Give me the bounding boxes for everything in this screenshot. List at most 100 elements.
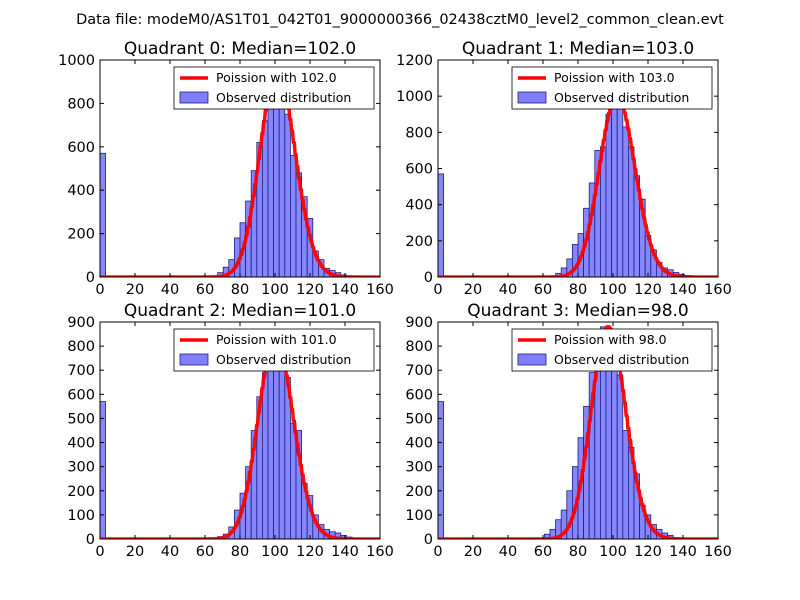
legend: Poission with 101.0 Observed distribution [173, 328, 375, 372]
y-tick-label: 0 [424, 532, 433, 548]
x-tick-label: 80 [231, 544, 249, 560]
y-tick-label: 500 [67, 411, 95, 427]
x-tick-label: 80 [231, 282, 249, 298]
x-tick-label: 20 [464, 282, 482, 298]
legend: Poission with 103.0 Observed distribution [511, 66, 713, 110]
y-tick-label: 200 [67, 227, 95, 243]
x-tick-label: 100 [261, 282, 289, 298]
y-tick-label: 900 [405, 315, 433, 331]
x-tick-label: 160 [366, 544, 394, 560]
x-tick-label: 80 [569, 544, 587, 560]
x-tick-label: 140 [331, 282, 359, 298]
x-tick-label: 20 [126, 544, 144, 560]
legend-entry-fit: Poission with 101.0 [216, 332, 337, 347]
x-tick-label: 140 [669, 544, 697, 560]
y-tick-label: 300 [405, 460, 433, 476]
y-tick-label: 800 [67, 339, 95, 355]
x-tick-label: 120 [634, 282, 662, 298]
histogram-bar [611, 350, 618, 539]
y-tick-label: 0 [424, 270, 433, 286]
plot-area [100, 337, 380, 539]
panel-title: Quadrant 2: Median=101.0 [124, 301, 356, 321]
x-tick-label: 20 [126, 282, 144, 298]
y-tick-label: 500 [405, 411, 433, 427]
histogram-bar [616, 104, 624, 277]
histogram-bar [289, 155, 297, 277]
y-tick-label: 100 [67, 508, 95, 524]
x-tick-label: 140 [331, 544, 359, 560]
legend-entry-observed: Observed distribution [216, 90, 351, 105]
poisson-fit-line [438, 94, 718, 277]
x-tick-label: 100 [261, 544, 289, 560]
histogram-bar [100, 401, 106, 539]
y-tick-label: 0 [86, 532, 95, 548]
legend-bar-swatch [179, 353, 209, 366]
x-tick-label: 160 [366, 282, 394, 298]
y-tick-label: 1000 [58, 53, 95, 69]
x-tick-label: 100 [599, 282, 627, 298]
x-tick-label: 100 [599, 544, 627, 560]
histogram-bar [278, 81, 286, 277]
panel-title: Quadrant 0: Median=102.0 [124, 39, 356, 59]
y-tick-label: 300 [67, 460, 95, 476]
legend: Poission with 98.0 Observed distribution [511, 328, 713, 372]
y-tick-label: 400 [67, 436, 95, 452]
y-tick-label: 600 [67, 140, 95, 156]
legend-entry-fit: Poission with 98.0 [554, 332, 667, 347]
histogram-bar [605, 113, 612, 277]
y-tick-label: 200 [67, 484, 95, 500]
x-tick-label: 140 [669, 282, 697, 298]
poisson-fit-line [438, 325, 718, 539]
histogram-bar [438, 173, 444, 277]
y-tick-label: 200 [405, 234, 433, 250]
panel-title: Quadrant 3: Median=98.0 [467, 301, 689, 321]
histogram-bar [622, 430, 629, 539]
figure-title: Data file: modeM0/AS1T01_042T01_90000003… [76, 12, 724, 28]
x-tick-label: 60 [534, 544, 552, 560]
poisson-fit-line [100, 69, 380, 277]
x-tick-label: 120 [296, 544, 324, 560]
chart-panel-1: Quadrant 1: Median=103.0 0 20 40 60 80 100 120 1… [396, 39, 732, 298]
histogram-bar [622, 126, 629, 277]
y-tick-label: 600 [405, 387, 433, 403]
chart-panel-2: Quadrant 2: Median=101.0 0 20 40 60 80 100 120 1… [67, 301, 394, 560]
y-tick-label: 800 [405, 339, 433, 355]
x-tick-label: 0 [95, 544, 104, 560]
y-tick-label: 800 [67, 96, 95, 112]
y-tick-label: 600 [405, 162, 433, 178]
legend: Poission with 102.0 Observed distribution [173, 66, 375, 110]
legend-entry-fit: Poission with 103.0 [554, 70, 675, 85]
y-tick-label: 700 [405, 363, 433, 379]
histogram-bar [261, 372, 269, 539]
y-tick-label: 1200 [396, 53, 433, 69]
x-tick-label: 120 [296, 282, 324, 298]
panels-container: Quadrant 0: Median=102.0 0 20 40 60 80 100 120 1… [58, 39, 732, 560]
histogram-bar [611, 95, 618, 277]
x-tick-label: 160 [704, 544, 732, 560]
x-tick-label: 60 [196, 282, 214, 298]
x-tick-label: 40 [161, 282, 179, 298]
chart-panel-0: Quadrant 0: Median=102.0 0 20 40 60 80 100 120 1… [58, 39, 394, 298]
legend-entry-observed: Observed distribution [554, 352, 689, 367]
chart-panel-3: Quadrant 3: Median=98.0 0 20 40 60 80 100 120 14… [405, 301, 732, 560]
y-tick-label: 700 [67, 363, 95, 379]
legend-entry-observed: Observed distribution [554, 90, 689, 105]
x-tick-label: 40 [499, 282, 517, 298]
y-tick-label: 200 [405, 484, 433, 500]
x-tick-label: 20 [464, 544, 482, 560]
histogram-bar [100, 152, 106, 277]
y-tick-label: 400 [405, 198, 433, 214]
poisson-fit-line [100, 337, 380, 539]
histogram-bar [616, 374, 624, 539]
x-tick-label: 0 [433, 544, 442, 560]
histogram-bar [284, 113, 291, 277]
legend-bar-swatch [179, 91, 209, 104]
plot-area [100, 69, 380, 277]
y-tick-label: 800 [405, 125, 433, 141]
y-tick-label: 600 [67, 387, 95, 403]
x-tick-label: 0 [95, 282, 104, 298]
histogram-bar [267, 94, 274, 277]
x-tick-label: 40 [499, 544, 517, 560]
y-tick-label: 0 [86, 270, 95, 286]
